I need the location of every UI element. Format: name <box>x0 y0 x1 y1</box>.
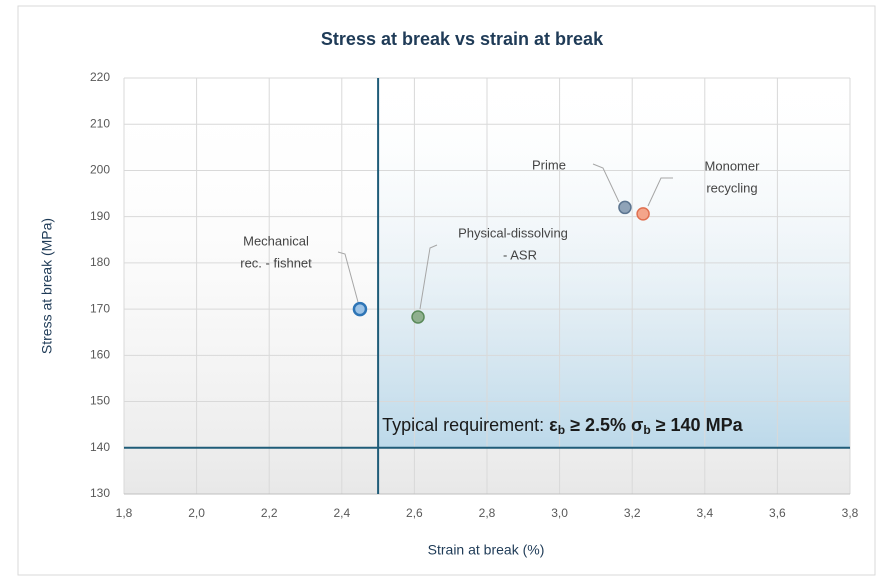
x-tick-label: 3,8 <box>842 506 859 520</box>
annotation: Typical requirement: εb ≥ 2.5% σb ≥ 140 … <box>382 415 743 437</box>
point <box>636 207 650 221</box>
annotation-part: ≥ 2.5% <box>565 415 631 435</box>
y-tick-label: 220 <box>90 70 110 84</box>
y-tick-label: 180 <box>90 255 110 269</box>
y-tick-label: 210 <box>90 116 110 130</box>
y-tick-label: 140 <box>90 440 110 454</box>
leader-line <box>647 177 673 207</box>
annotation-part: σ <box>631 415 643 435</box>
annotation-part: ε <box>549 415 558 435</box>
leader-line <box>337 251 359 303</box>
x-tick-label: 2,0 <box>188 506 205 520</box>
x-tick-label: 3,6 <box>769 506 786 520</box>
y-tick-label: 170 <box>90 301 110 315</box>
annotation-part: ≥ 140 MPa <box>651 415 744 435</box>
chart-title: Stress at break vs strain at break <box>321 29 604 49</box>
leader-line <box>419 244 438 310</box>
annotation-part: b <box>643 423 650 437</box>
x-tick-label: 3,0 <box>551 506 568 520</box>
annotation-part: Typical requirement: <box>382 415 549 435</box>
data-label: - ASR <box>503 247 537 262</box>
x-tick-label: 3,4 <box>696 506 713 520</box>
data-label: Prime <box>532 157 566 172</box>
x-tick-label: 1,8 <box>116 506 133 520</box>
x-tick-label: 2,8 <box>479 506 496 520</box>
y-tick-label: 150 <box>90 394 110 408</box>
y-tick-label: 190 <box>90 209 110 223</box>
y-tick-label: 160 <box>90 348 110 362</box>
x-tick-label: 2,4 <box>333 506 350 520</box>
data-label: Mechanical <box>243 233 309 248</box>
y-tick-label: 130 <box>90 486 110 500</box>
leader-line <box>592 163 620 203</box>
x-tick-label: 3,2 <box>624 506 641 520</box>
x-tick-label: 2,6 <box>406 506 423 520</box>
y-axis-label: Stress at break (MPa) <box>39 218 55 354</box>
point <box>618 200 632 215</box>
x-axis-label: Strain at break (%) <box>428 542 545 558</box>
y-tick-label: 200 <box>90 163 110 177</box>
x-tick-label: 2,2 <box>261 506 278 520</box>
point <box>411 310 425 324</box>
annotation-part: b <box>558 423 565 437</box>
point <box>352 301 368 317</box>
data-label: Monomer <box>705 158 761 173</box>
data-label: recycling <box>706 180 757 195</box>
data-label: rec. - fishnet <box>240 255 312 270</box>
data-label: Physical-dissolving <box>458 225 568 240</box>
